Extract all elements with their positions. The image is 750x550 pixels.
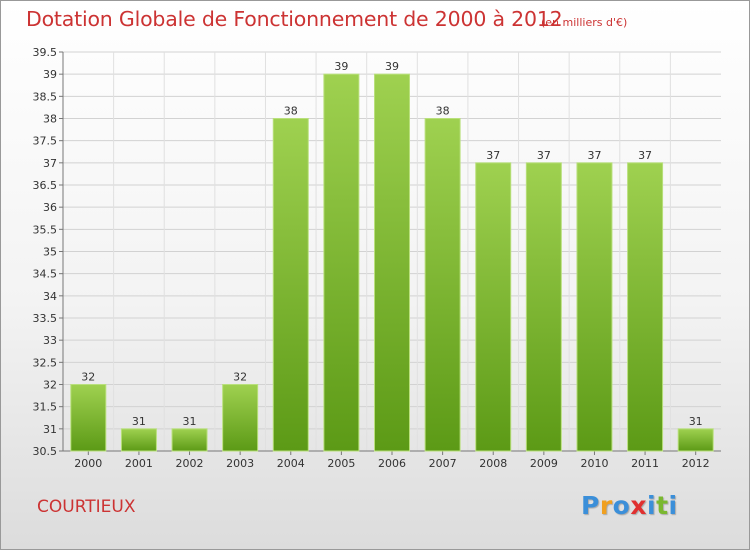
y-tick-label: 31.5 xyxy=(33,401,58,414)
bar-value-label: 37 xyxy=(486,149,500,162)
logo-letter: t xyxy=(656,491,669,520)
logo-letter: P xyxy=(581,491,600,520)
x-tick-label: 2009 xyxy=(530,457,558,470)
y-tick-label: 36 xyxy=(43,201,57,214)
bar xyxy=(70,384,107,452)
bar xyxy=(525,162,562,452)
x-tick-label: 2007 xyxy=(429,457,457,470)
y-tick-label: 33 xyxy=(43,334,57,347)
bar-value-label: 38 xyxy=(284,105,298,118)
bar xyxy=(576,162,613,452)
x-tick-label: 2005 xyxy=(327,457,355,470)
bar xyxy=(171,428,208,452)
bar-value-label: 38 xyxy=(436,105,450,118)
y-tick-label: 38 xyxy=(43,113,57,126)
labels: 32 31 31 32 38 39 39 38 37 37 37 37 31 xyxy=(81,60,702,428)
logo-letter: o xyxy=(612,491,631,520)
commune-name: COURTIEUX xyxy=(37,497,136,517)
y-tick-label: 35.5 xyxy=(33,223,58,236)
x-tick-label: 2012 xyxy=(682,457,710,470)
bar-value-label: 32 xyxy=(81,371,95,384)
bar xyxy=(222,384,259,452)
bar xyxy=(475,162,512,452)
y-tick-label: 30.5 xyxy=(33,445,58,458)
bar-value-label: 39 xyxy=(385,60,399,73)
y-tick-label: 33.5 xyxy=(33,312,58,325)
y-tick-label: 37.5 xyxy=(33,135,58,148)
bar-value-label: 39 xyxy=(334,60,348,73)
logo-letter: i xyxy=(668,491,678,520)
proxiti-logo[interactable]: Proxiti xyxy=(581,491,678,520)
y-tick-label: 38.5 xyxy=(33,90,58,103)
bar xyxy=(627,162,664,452)
chart-title: Dotation Globale de Fonctionnement de 20… xyxy=(26,7,563,31)
bar-value-label: 32 xyxy=(233,371,247,384)
y-tick-label: 32.5 xyxy=(33,356,58,369)
logo-letter: x xyxy=(630,491,647,520)
y-tick-label: 34.5 xyxy=(33,268,58,281)
x-tick-label: 2002 xyxy=(176,457,204,470)
bar-value-label: 31 xyxy=(183,415,197,428)
x-tick-label: 2003 xyxy=(226,457,254,470)
bar-value-label: 31 xyxy=(689,415,703,428)
logo-letter: i xyxy=(647,491,657,520)
x-tick-label: 2011 xyxy=(631,457,659,470)
bar xyxy=(677,428,714,452)
y-tick-label: 31 xyxy=(43,423,57,436)
bar-value-label: 37 xyxy=(537,149,551,162)
logo-letter: r xyxy=(599,491,613,520)
y-tick-label: 36.5 xyxy=(33,179,58,192)
x-tick-label: 2000 xyxy=(74,457,102,470)
bar xyxy=(120,428,157,452)
bar-value-label: 31 xyxy=(132,415,146,428)
x-tick-label: 2006 xyxy=(378,457,406,470)
x-tick-label: 2001 xyxy=(125,457,153,470)
y-tick-label: 34 xyxy=(43,290,57,303)
y-tick-label: 39.5 xyxy=(33,46,58,59)
bar-value-label: 37 xyxy=(587,149,601,162)
bar xyxy=(424,118,461,452)
bar xyxy=(374,73,410,452)
y-tick-label: 32 xyxy=(43,379,57,392)
y-tick-label: 39 xyxy=(43,68,57,81)
bar xyxy=(323,73,360,452)
x-tick-label: 2004 xyxy=(277,457,305,470)
bar-value-label: 37 xyxy=(638,149,652,162)
x-tick-label: 2008 xyxy=(479,457,507,470)
bars xyxy=(70,73,714,452)
chart-unit-subtitle: (en milliers d'€) xyxy=(541,16,628,29)
y-tick-label: 35 xyxy=(43,246,57,259)
bar xyxy=(272,118,309,452)
y-tick-label: 37 xyxy=(43,157,57,170)
x-tick-label: 2010 xyxy=(580,457,608,470)
